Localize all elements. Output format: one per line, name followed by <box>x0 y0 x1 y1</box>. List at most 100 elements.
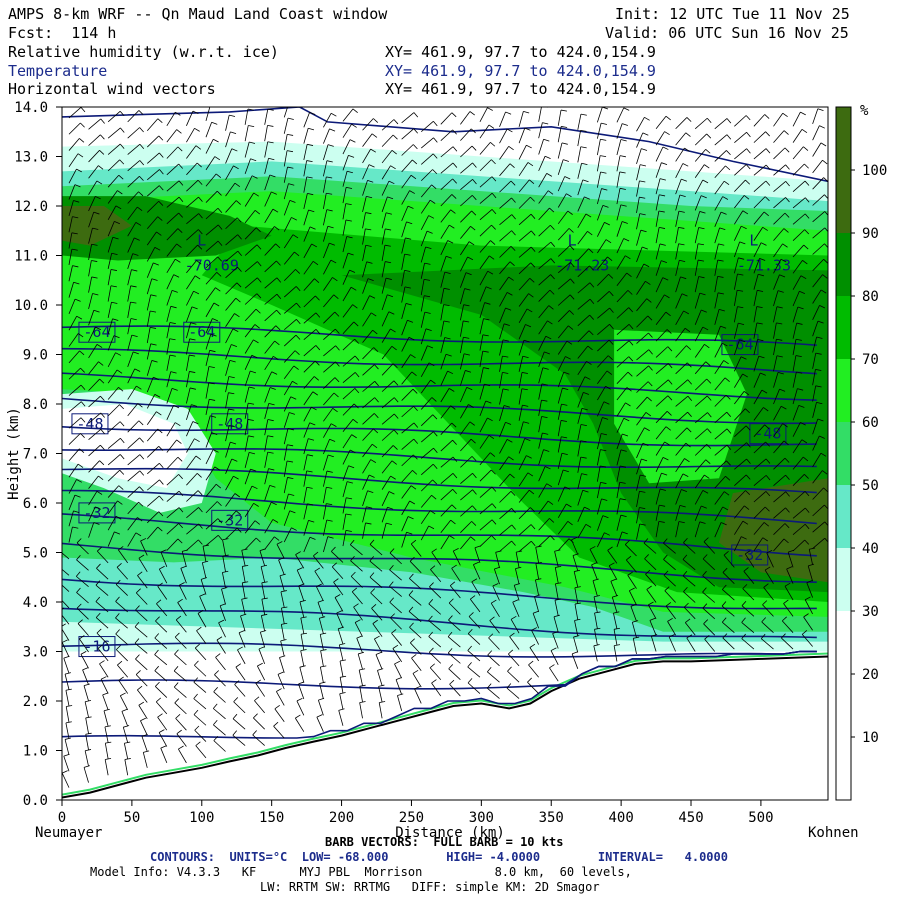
wind-barb-flag <box>569 245 575 251</box>
wind-barb-flag <box>484 383 491 387</box>
wind-barb-flag <box>433 137 438 143</box>
wind-barb <box>205 107 211 121</box>
wind-barb-flag <box>251 175 258 179</box>
wind-barb-flag <box>250 468 257 472</box>
wind-barb <box>479 240 491 253</box>
wind-barb-flag <box>817 418 824 422</box>
wind-barb-flag <box>359 701 366 703</box>
wind-barb <box>420 312 426 328</box>
wind-barb-flag <box>171 387 178 391</box>
wind-barb-flag <box>178 490 184 496</box>
wind-barb <box>83 767 89 783</box>
temperature-contour <box>62 347 817 375</box>
wind-barb-flag <box>390 613 395 619</box>
wind-barb <box>303 261 314 275</box>
wind-barb-flag <box>98 165 104 170</box>
wind-barb-flag <box>665 602 672 607</box>
wind-barb <box>499 540 512 552</box>
wind-barb-flag <box>544 466 551 470</box>
wind-barb <box>761 621 774 633</box>
wind-barb-flag <box>339 659 347 662</box>
wind-barb <box>107 437 121 449</box>
wind-barb <box>166 258 176 274</box>
wind-barb <box>495 552 500 568</box>
colorbar-label: 20 <box>862 667 879 683</box>
wind-barb <box>205 207 219 220</box>
wind-barb <box>117 664 129 678</box>
wind-barb-flag <box>541 399 548 402</box>
wind-barb-flag <box>482 350 489 353</box>
wind-barb-flag <box>130 285 137 288</box>
wind-barb <box>85 734 89 751</box>
wind-barb-flag <box>277 671 284 675</box>
wind-barb <box>225 148 233 164</box>
wind-barb-flag <box>737 306 744 309</box>
wind-barb <box>448 668 461 681</box>
wind-barb <box>193 714 207 726</box>
wind-barb <box>323 536 329 553</box>
wind-barb-flag <box>490 599 497 604</box>
wind-barb-flag <box>234 182 241 188</box>
wind-barb <box>342 497 347 514</box>
wind-barb <box>401 485 412 499</box>
wind-barb-flag <box>312 260 319 266</box>
wind-barb <box>734 373 743 388</box>
wind-barb-flag <box>784 457 790 463</box>
wind-barb-flag <box>666 410 672 416</box>
wind-barb <box>694 505 702 521</box>
wind-barb <box>157 586 168 600</box>
low-value: -70.69 <box>185 256 239 274</box>
wind-barb-flag <box>678 521 685 524</box>
wind-barb <box>753 274 759 290</box>
wind-barb <box>362 381 376 392</box>
wind-barb <box>538 351 545 368</box>
wind-barb-flag <box>560 420 567 422</box>
wind-barb <box>178 585 187 600</box>
wind-barb <box>95 617 109 629</box>
wind-barb <box>538 320 548 335</box>
wind-barb-flag <box>308 209 315 213</box>
wind-barb-flag <box>194 275 201 280</box>
wind-barb-flag <box>726 411 732 417</box>
wind-barb-flag <box>527 472 534 477</box>
wind-barb <box>773 474 786 486</box>
wind-barb-flag <box>666 329 672 334</box>
wind-barb <box>792 229 805 241</box>
wind-barb <box>694 378 707 391</box>
wind-barb-flag <box>216 272 222 277</box>
wind-barb-flag <box>724 377 730 382</box>
wind-barb <box>577 130 581 147</box>
temperature-contour <box>62 448 817 469</box>
wind-barb-flag <box>190 387 197 390</box>
wind-barb <box>127 470 141 482</box>
wind-barb <box>233 701 246 714</box>
wind-barb <box>596 205 604 221</box>
wind-barb-flag <box>743 567 749 572</box>
wind-barb <box>792 111 801 127</box>
wind-barb <box>127 191 139 204</box>
wind-barb-flag <box>351 434 357 439</box>
wind-barb-flag <box>547 190 554 195</box>
y-tick-label: 7.0 <box>23 447 48 463</box>
wind-barb-flag <box>784 582 791 587</box>
wind-barb-flag <box>580 440 587 443</box>
wind-barb-flag <box>119 469 125 475</box>
wind-barb-flag <box>260 630 267 633</box>
wind-barb <box>694 521 701 538</box>
wind-barb-flag <box>407 516 414 520</box>
wind-barb-flag <box>643 263 650 268</box>
wind-barb <box>655 260 662 276</box>
wind-barb <box>792 291 800 307</box>
wind-barb-flag <box>241 597 248 600</box>
y-tick-label: 6.0 <box>23 496 48 512</box>
wind-barb <box>773 457 786 470</box>
wind-barb <box>174 653 187 666</box>
temperature-label-text: -32 <box>736 546 763 564</box>
wind-barb-flag <box>502 355 509 358</box>
wind-barb <box>244 227 257 240</box>
wind-barb <box>792 474 805 486</box>
wind-barb <box>694 361 707 375</box>
wind-barb <box>694 412 708 424</box>
wind-barb <box>694 428 708 440</box>
wind-barb <box>557 387 563 404</box>
